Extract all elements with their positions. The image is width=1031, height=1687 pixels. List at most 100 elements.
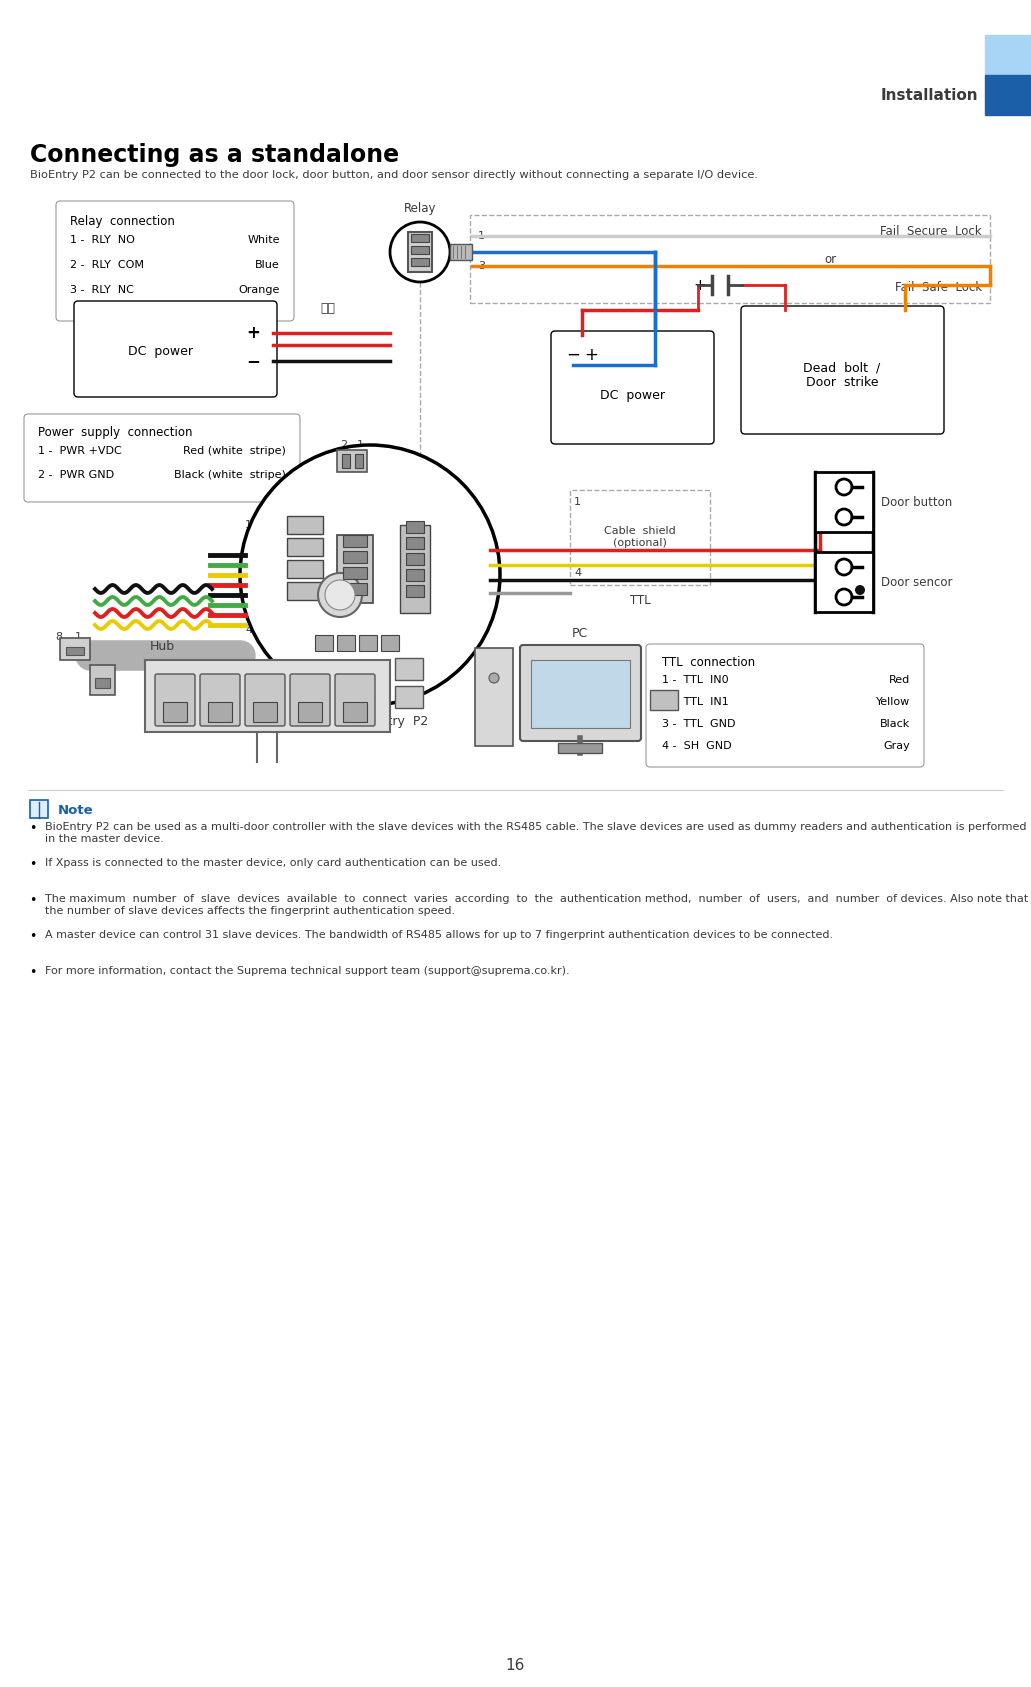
Bar	[985, 35, 1031, 74]
Text: Fail  Secure  Lock: Fail Secure Lock	[880, 224, 982, 238]
Text: Cable  shield
(optional): Cable shield (optional)	[604, 526, 676, 548]
Bar	[411, 246, 429, 255]
Text: 1: 1	[245, 520, 252, 530]
Bar	[531, 660, 630, 729]
FancyBboxPatch shape	[520, 644, 641, 741]
Bar	[66, 648, 84, 655]
Text: For more information, contact the Suprema technical support team (support@suprem: For more information, contact the Suprem…	[45, 967, 569, 977]
Text: Installation: Installation	[880, 88, 978, 103]
Text: Connecting as a standalone: Connecting as a standalone	[30, 143, 399, 167]
Bar	[406, 536, 424, 548]
Bar	[337, 450, 367, 472]
Bar	[400, 525, 430, 612]
FancyBboxPatch shape	[245, 675, 285, 725]
Bar	[408, 233, 432, 272]
Circle shape	[836, 509, 852, 525]
Bar	[395, 687, 423, 709]
Bar	[208, 702, 232, 722]
Text: Black: Black	[879, 719, 910, 729]
Bar	[342, 454, 350, 467]
Text: Fail  Safe  Lock: Fail Safe Lock	[895, 280, 982, 294]
Text: BioEntry  P2: BioEntry P2	[352, 715, 428, 727]
Text: Red (white  stripe): Red (white stripe)	[184, 445, 286, 455]
Bar	[450, 245, 472, 260]
Text: 4: 4	[574, 569, 581, 579]
Text: Yellow: Yellow	[875, 697, 910, 707]
Circle shape	[836, 589, 852, 606]
Text: 1: 1	[574, 498, 581, 508]
Text: Black (white  stripe): Black (white stripe)	[174, 471, 286, 481]
FancyBboxPatch shape	[551, 331, 714, 444]
Text: •: •	[29, 822, 37, 835]
Bar	[558, 742, 602, 752]
Text: Relay: Relay	[404, 201, 436, 214]
Text: 1 -  TTL  IN0: 1 - TTL IN0	[662, 675, 729, 685]
Text: −: −	[743, 277, 757, 292]
Bar	[475, 648, 513, 746]
Text: 3 -  TTL  GND: 3 - TTL GND	[662, 719, 735, 729]
Text: 1: 1	[75, 633, 82, 643]
Text: Orange: Orange	[238, 285, 280, 295]
Bar	[814, 472, 873, 531]
Text: 전원: 전원	[320, 302, 335, 314]
Bar	[298, 702, 322, 722]
Bar	[30, 800, 48, 818]
Text: White: White	[247, 234, 280, 245]
Text: 4 -  SH  GND: 4 - SH GND	[662, 741, 732, 751]
FancyBboxPatch shape	[74, 300, 277, 396]
Text: Dead  bolt  /
Door  strike: Dead bolt / Door strike	[803, 361, 880, 390]
Text: Red: Red	[889, 675, 910, 685]
Text: DC  power: DC power	[128, 344, 193, 358]
FancyBboxPatch shape	[570, 489, 710, 585]
Bar	[163, 702, 187, 722]
Bar	[315, 634, 333, 651]
Bar	[90, 665, 115, 695]
FancyBboxPatch shape	[335, 675, 375, 725]
Text: 1: 1	[357, 440, 364, 450]
Text: BioEntry P2 can be connected to the door lock, door button, and door sensor dire: BioEntry P2 can be connected to the door…	[30, 170, 758, 181]
Bar	[60, 638, 90, 660]
Bar	[145, 660, 390, 732]
Bar	[287, 582, 323, 601]
Text: TTL: TTL	[630, 594, 651, 607]
Bar	[287, 516, 323, 535]
Circle shape	[836, 558, 852, 575]
Text: 2 -  TTL  IN1: 2 - TTL IN1	[662, 697, 729, 707]
Text: −: −	[246, 353, 260, 369]
Bar	[411, 258, 429, 267]
Circle shape	[318, 574, 362, 617]
Text: 3 -  RLY  NC: 3 - RLY NC	[70, 285, 134, 295]
Text: TTL  connection: TTL connection	[662, 656, 755, 668]
Text: Door sencor: Door sencor	[882, 575, 953, 589]
Bar	[406, 585, 424, 597]
FancyBboxPatch shape	[741, 305, 944, 434]
Bar	[985, 74, 1031, 115]
Text: Blue: Blue	[256, 260, 280, 270]
Bar	[253, 702, 277, 722]
Bar	[337, 634, 355, 651]
Bar	[287, 560, 323, 579]
Bar	[343, 567, 367, 579]
Bar	[343, 552, 367, 563]
Text: •: •	[29, 894, 37, 908]
Text: 1: 1	[478, 231, 485, 241]
Bar	[650, 690, 678, 710]
Text: 2 -  RLY  COM: 2 - RLY COM	[70, 260, 144, 270]
Text: 2: 2	[340, 440, 347, 450]
Text: Hub: Hub	[149, 639, 175, 653]
FancyBboxPatch shape	[470, 214, 990, 304]
Text: Gray: Gray	[884, 741, 910, 751]
Bar	[406, 569, 424, 580]
Text: 16: 16	[505, 1658, 525, 1672]
Bar	[814, 552, 873, 612]
Text: 1 -  RLY  NO: 1 - RLY NO	[70, 234, 135, 245]
Text: 4: 4	[245, 624, 253, 634]
Bar	[381, 634, 399, 651]
Text: •: •	[29, 930, 37, 943]
Text: Note: Note	[58, 803, 94, 817]
Text: or: or	[824, 253, 836, 265]
Bar	[287, 538, 323, 557]
FancyBboxPatch shape	[24, 413, 300, 503]
Circle shape	[855, 585, 865, 596]
Text: If Xpass is connected to the master device, only card authentication can be used: If Xpass is connected to the master devi…	[45, 859, 501, 869]
